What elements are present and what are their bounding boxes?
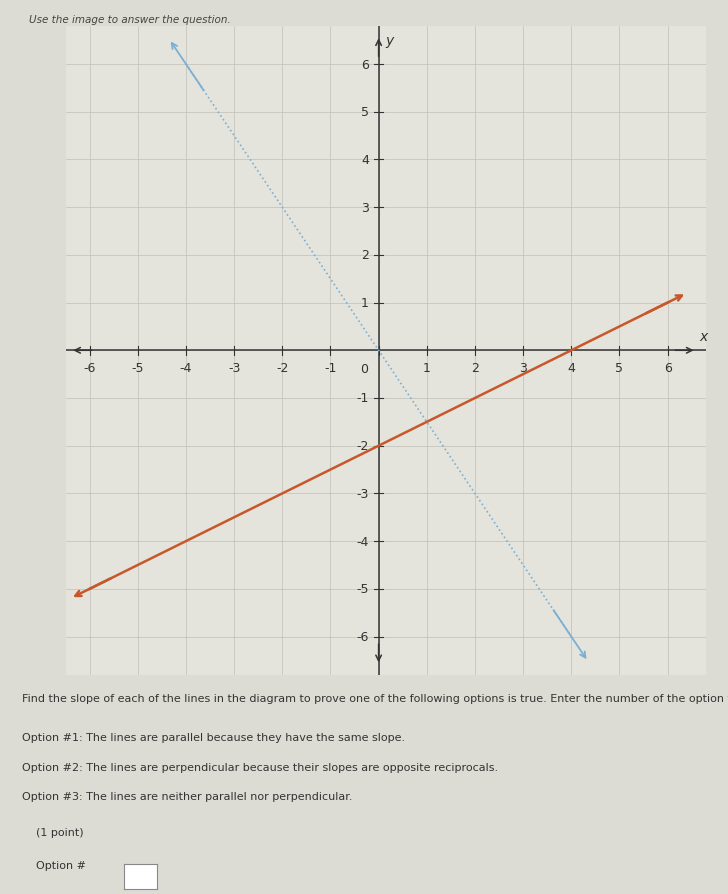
Text: -3: -3	[228, 361, 240, 375]
Text: -6: -6	[84, 361, 96, 375]
Text: -2: -2	[276, 361, 288, 375]
Text: 0: 0	[360, 363, 368, 375]
Text: (1 point): (1 point)	[36, 827, 84, 837]
Text: -4: -4	[357, 535, 369, 548]
Text: -1: -1	[324, 361, 336, 375]
Text: y: y	[386, 34, 394, 48]
Text: x: x	[699, 330, 707, 344]
Text: Option #1: The lines are parallel because they have the same slope.: Option #1: The lines are parallel becaus…	[22, 732, 405, 742]
Text: Find the slope of each of the lines in the diagram to prove one of the following: Find the slope of each of the lines in t…	[22, 693, 728, 703]
Text: 4: 4	[567, 361, 575, 375]
Text: 2: 2	[471, 361, 479, 375]
Text: -5: -5	[357, 583, 369, 595]
Text: 1: 1	[361, 297, 369, 309]
Text: Use the image to answer the question.: Use the image to answer the question.	[29, 15, 231, 25]
Text: 3: 3	[361, 201, 369, 215]
Text: -6: -6	[357, 630, 369, 644]
Text: 1: 1	[423, 361, 431, 375]
Text: Option #3: The lines are neither parallel nor perpendicular.: Option #3: The lines are neither paralle…	[22, 791, 352, 801]
Text: -2: -2	[357, 440, 369, 452]
Text: -5: -5	[132, 361, 144, 375]
Text: 3: 3	[519, 361, 527, 375]
Text: 5: 5	[361, 106, 369, 119]
Text: -3: -3	[357, 487, 369, 501]
Text: 6: 6	[664, 361, 671, 375]
Text: 2: 2	[361, 249, 369, 262]
Text: -4: -4	[180, 361, 192, 375]
Text: Option #2: The lines are perpendicular because their slopes are opposite recipro: Option #2: The lines are perpendicular b…	[22, 762, 498, 772]
Text: 6: 6	[361, 58, 369, 72]
Text: 4: 4	[361, 154, 369, 167]
Text: 5: 5	[615, 361, 623, 375]
Text: -1: -1	[357, 392, 369, 405]
Text: Option #: Option #	[36, 860, 87, 870]
